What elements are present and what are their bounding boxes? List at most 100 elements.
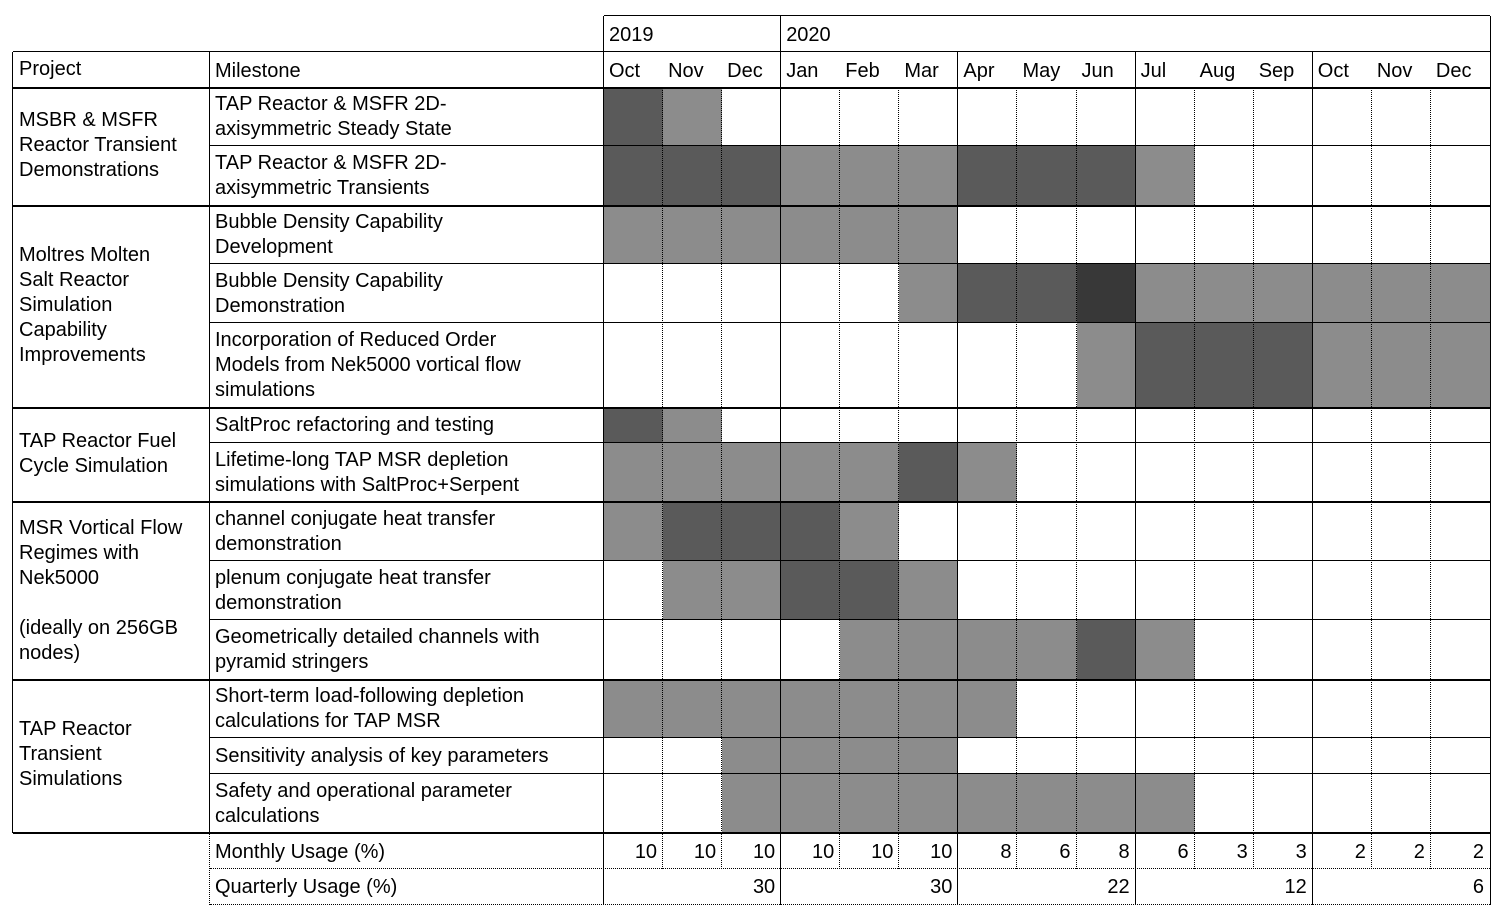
- grid-line: [13, 87, 1490, 89]
- grid-line: [13, 205, 1490, 207]
- monthly-usage-label: Monthly Usage (%): [215, 841, 386, 863]
- grid-line: [210, 773, 1490, 774]
- milestone-label: Incorporation of Reduced Order: [215, 329, 497, 351]
- grid-line: [210, 737, 1490, 738]
- gantt-cell: [899, 620, 959, 680]
- gantt-cell: [722, 774, 782, 833]
- quarterly-usage-value: 6: [1472, 876, 1484, 898]
- project-label: Simulation: [19, 294, 113, 316]
- project-label: (ideally on 256GB: [19, 617, 178, 639]
- gantt-cell: [840, 206, 900, 264]
- month-label: Jan: [786, 60, 819, 82]
- gantt-cell: [958, 146, 1018, 206]
- gantt-cell: [1076, 146, 1136, 206]
- gantt-cell: [663, 206, 723, 264]
- gantt-cell: [1017, 620, 1077, 680]
- month-label: Feb: [845, 60, 880, 82]
- milestone-label: Geometrically detailed channels with: [215, 626, 540, 648]
- gantt-cell: [604, 502, 664, 561]
- month-label: Oct: [609, 60, 641, 82]
- gantt-cell: [604, 408, 664, 443]
- gantt-cell: [1312, 323, 1372, 408]
- milestone-label: calculations: [215, 804, 320, 827]
- gantt-cell: [722, 561, 782, 620]
- milestone-label: Sensitivity analysis of key parameters: [215, 744, 549, 767]
- gantt-cell: [899, 774, 959, 833]
- project-label: Simulations: [19, 768, 123, 790]
- gantt-cell: [781, 206, 841, 264]
- month-label: Jul: [1140, 60, 1167, 82]
- gantt-cell: [1253, 264, 1313, 323]
- gantt-cell: [1135, 146, 1195, 206]
- gantt-cell: [840, 502, 900, 561]
- gantt-cell: [840, 146, 900, 206]
- gantt-cell: [958, 264, 1018, 323]
- grid-line: [210, 322, 1490, 323]
- grid-line: [898, 88, 900, 869]
- milestone-label: Development: [215, 236, 333, 258]
- grid-line: [210, 442, 1490, 443]
- month-label: Sep: [1258, 60, 1295, 82]
- gantt-cell: [1371, 264, 1431, 323]
- grid-line: [210, 619, 1490, 620]
- monthly-usage-value: 10: [693, 841, 717, 863]
- milestone-label: Safety and operational parameter: [215, 779, 512, 802]
- gantt-cell: [840, 774, 900, 833]
- project-label: MSR Vortical Flow: [19, 517, 183, 539]
- year-label: 2020: [786, 24, 831, 46]
- gantt-cell: [1076, 620, 1136, 680]
- gantt-cell: [1135, 323, 1195, 408]
- gantt-cell: [663, 561, 723, 620]
- grid-line: [957, 52, 959, 905]
- gantt-cell: [1017, 264, 1077, 323]
- month-label: Oct: [1317, 60, 1349, 82]
- grid-line: [13, 51, 1490, 52]
- milestone-label: Short-term load-following depletion: [215, 685, 525, 707]
- grid-line: [1252, 88, 1254, 869]
- monthly-usage-value: 3: [1295, 841, 1307, 863]
- gantt-cell: [899, 146, 959, 206]
- grid-line: [210, 560, 1490, 561]
- grid-line: [1016, 88, 1018, 869]
- milestone-label: axisymmetric Steady State: [215, 118, 452, 140]
- gantt-cell: [899, 443, 959, 502]
- monthly-usage-value: 10: [812, 841, 835, 863]
- monthly-usage-value: 3: [1236, 841, 1248, 863]
- quarterly-usage-value: 12: [1284, 876, 1307, 898]
- grid-line: [780, 16, 782, 905]
- gantt-cell: [1076, 774, 1136, 833]
- gantt-cell: [840, 680, 900, 738]
- project-label: TAP Reactor: [19, 718, 132, 740]
- month-label: Jun: [1081, 60, 1114, 82]
- gantt-cell: [1253, 323, 1313, 408]
- gantt-cell: [840, 620, 900, 680]
- milestone-label: channel conjugate heat transfer: [215, 507, 496, 530]
- gantt-cell: [722, 443, 782, 502]
- gantt-cell: [781, 680, 841, 738]
- gantt-cell: [781, 502, 841, 561]
- gantt-cell: [781, 443, 841, 502]
- milestone-label: plenum conjugate heat transfer: [215, 566, 491, 589]
- year-label: 2019: [609, 24, 654, 46]
- grid-line: [13, 501, 1490, 503]
- gantt-cell: [958, 774, 1018, 833]
- milestone-column-header: Milestone: [215, 60, 301, 82]
- gantt-cell: [958, 680, 1018, 738]
- project-label: TAP Reactor Fuel: [19, 430, 177, 452]
- gantt-cell: [1194, 264, 1254, 323]
- grid-line: [210, 904, 1490, 905]
- gantt-cell: [1076, 264, 1136, 323]
- project-label: Nek5000: [19, 567, 100, 589]
- gantt-cell: [663, 88, 723, 146]
- milestone-label: Models from Nek5000 vortical flow: [215, 354, 521, 376]
- gantt-cell: [722, 146, 782, 206]
- grid-line: [13, 407, 1490, 409]
- month-label: Dec: [727, 60, 763, 82]
- monthly-usage-value: 6: [1177, 841, 1189, 863]
- project-label: Moltres Molten: [19, 244, 151, 266]
- gantt-cell: [1017, 774, 1077, 833]
- month-label: Apr: [963, 60, 995, 82]
- monthly-usage-value: 8: [1000, 841, 1012, 863]
- grid-line: [209, 833, 210, 905]
- gantt-cell: [840, 443, 900, 502]
